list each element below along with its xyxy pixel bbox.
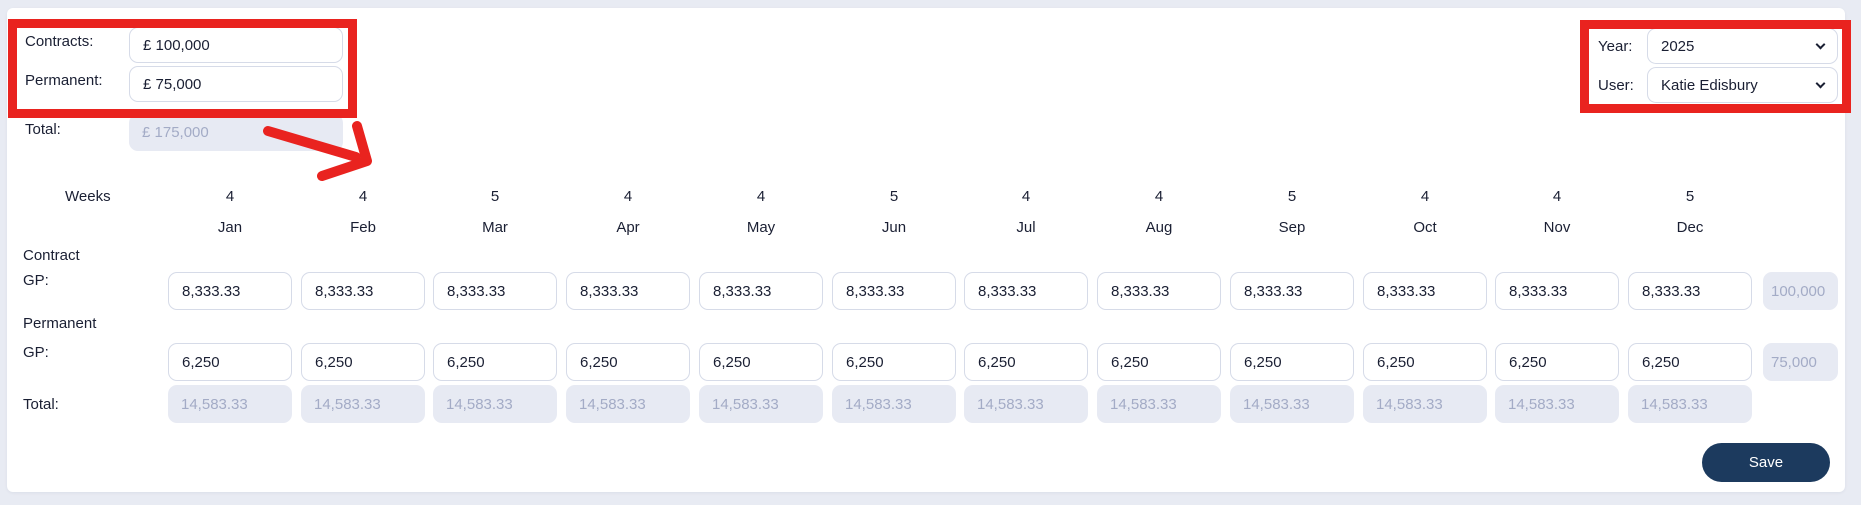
week-count: 4 [1420, 188, 1430, 205]
contract-gp-input[interactable] [168, 272, 292, 310]
month-label: May [746, 219, 776, 236]
month-total-field [566, 385, 690, 423]
year-select[interactable]: 2025 [1647, 28, 1838, 64]
month-total-field [699, 385, 823, 423]
month-label: Jul [1016, 219, 1036, 236]
permanent-gp-label-line1: Permanent [23, 315, 97, 332]
permanent-gp-input[interactable] [699, 343, 823, 381]
contract-gp-input[interactable] [699, 272, 823, 310]
month-total-field [301, 385, 425, 423]
contract-gp-input[interactable] [1363, 272, 1487, 310]
chevron-down-icon [1815, 39, 1826, 50]
contract-gp-input[interactable] [301, 272, 425, 310]
total-label: Total: [25, 121, 61, 138]
contract-gp-input[interactable] [964, 272, 1088, 310]
permanent-gp-input[interactable] [168, 343, 292, 381]
save-button[interactable]: Save [1702, 443, 1830, 482]
chevron-down-icon [1815, 78, 1826, 89]
user-select[interactable]: Katie Edisbury [1647, 67, 1838, 103]
contract-gp-input[interactable] [1628, 272, 1752, 310]
week-count: 5 [490, 188, 500, 205]
week-count: 4 [756, 188, 766, 205]
permanent-gp-input[interactable] [1230, 343, 1354, 381]
month-label: Jun [881, 219, 907, 236]
contract-gp-label-line2: GP: [23, 272, 49, 289]
week-count: 5 [1685, 188, 1695, 205]
month-label: Oct [1413, 219, 1437, 236]
month-total-field [433, 385, 557, 423]
contract-gp-input[interactable] [832, 272, 956, 310]
month-total-field [1628, 385, 1752, 423]
month-label: Sep [1278, 219, 1306, 236]
contracts-label: Contracts: [25, 33, 94, 50]
contract-gp-input[interactable] [1097, 272, 1221, 310]
week-count: 5 [1287, 188, 1297, 205]
contract-gp-total-field [1763, 272, 1838, 310]
total-budget-field [129, 114, 343, 151]
permanent-gp-input[interactable] [566, 343, 690, 381]
user-select-value: Katie Edisbury [1661, 76, 1758, 94]
week-count: 4 [358, 188, 368, 205]
month-label: Feb [350, 219, 376, 236]
month-total-field [964, 385, 1088, 423]
permanent-gp-input[interactable] [1097, 343, 1221, 381]
weeks-label: Weeks [65, 188, 111, 205]
permanent-gp-label-line2: GP: [23, 344, 49, 361]
contracts-input[interactable] [129, 27, 343, 63]
permanent-gp-input[interactable] [832, 343, 956, 381]
permanent-gp-input[interactable] [1495, 343, 1619, 381]
permanent-gp-input[interactable] [433, 343, 557, 381]
permanent-gp-total-field [1763, 343, 1838, 381]
week-count: 4 [1021, 188, 1031, 205]
month-label: Apr [616, 219, 640, 236]
month-label: Aug [1145, 219, 1173, 236]
month-total-field [1230, 385, 1354, 423]
month-total-field [1363, 385, 1487, 423]
permanent-input[interactable] [129, 66, 343, 102]
week-count: 4 [623, 188, 633, 205]
permanent-label: Permanent: [25, 72, 103, 89]
month-label: Nov [1543, 219, 1571, 236]
permanent-gp-input[interactable] [301, 343, 425, 381]
permanent-gp-input[interactable] [964, 343, 1088, 381]
year-label: Year: [1598, 38, 1633, 55]
month-label: Dec [1676, 219, 1704, 236]
week-count: 4 [1154, 188, 1164, 205]
contract-gp-input[interactable] [1230, 272, 1354, 310]
month-label: Jan [217, 219, 243, 236]
week-count: 5 [889, 188, 899, 205]
month-label: Mar [482, 219, 508, 236]
row-total-label: Total: [23, 396, 59, 413]
month-total-field [832, 385, 956, 423]
permanent-gp-input[interactable] [1628, 343, 1752, 381]
contract-gp-label-line1: Contract [23, 247, 80, 264]
week-count: 4 [225, 188, 235, 205]
year-select-value: 2025 [1661, 37, 1695, 55]
user-label: User: [1598, 77, 1634, 94]
contract-gp-input[interactable] [433, 272, 557, 310]
month-total-field [1097, 385, 1221, 423]
permanent-gp-input[interactable] [1363, 343, 1487, 381]
month-total-field [1495, 385, 1619, 423]
week-count: 4 [1552, 188, 1562, 205]
contract-gp-input[interactable] [1495, 272, 1619, 310]
month-total-field [168, 385, 292, 423]
contract-gp-input[interactable] [566, 272, 690, 310]
